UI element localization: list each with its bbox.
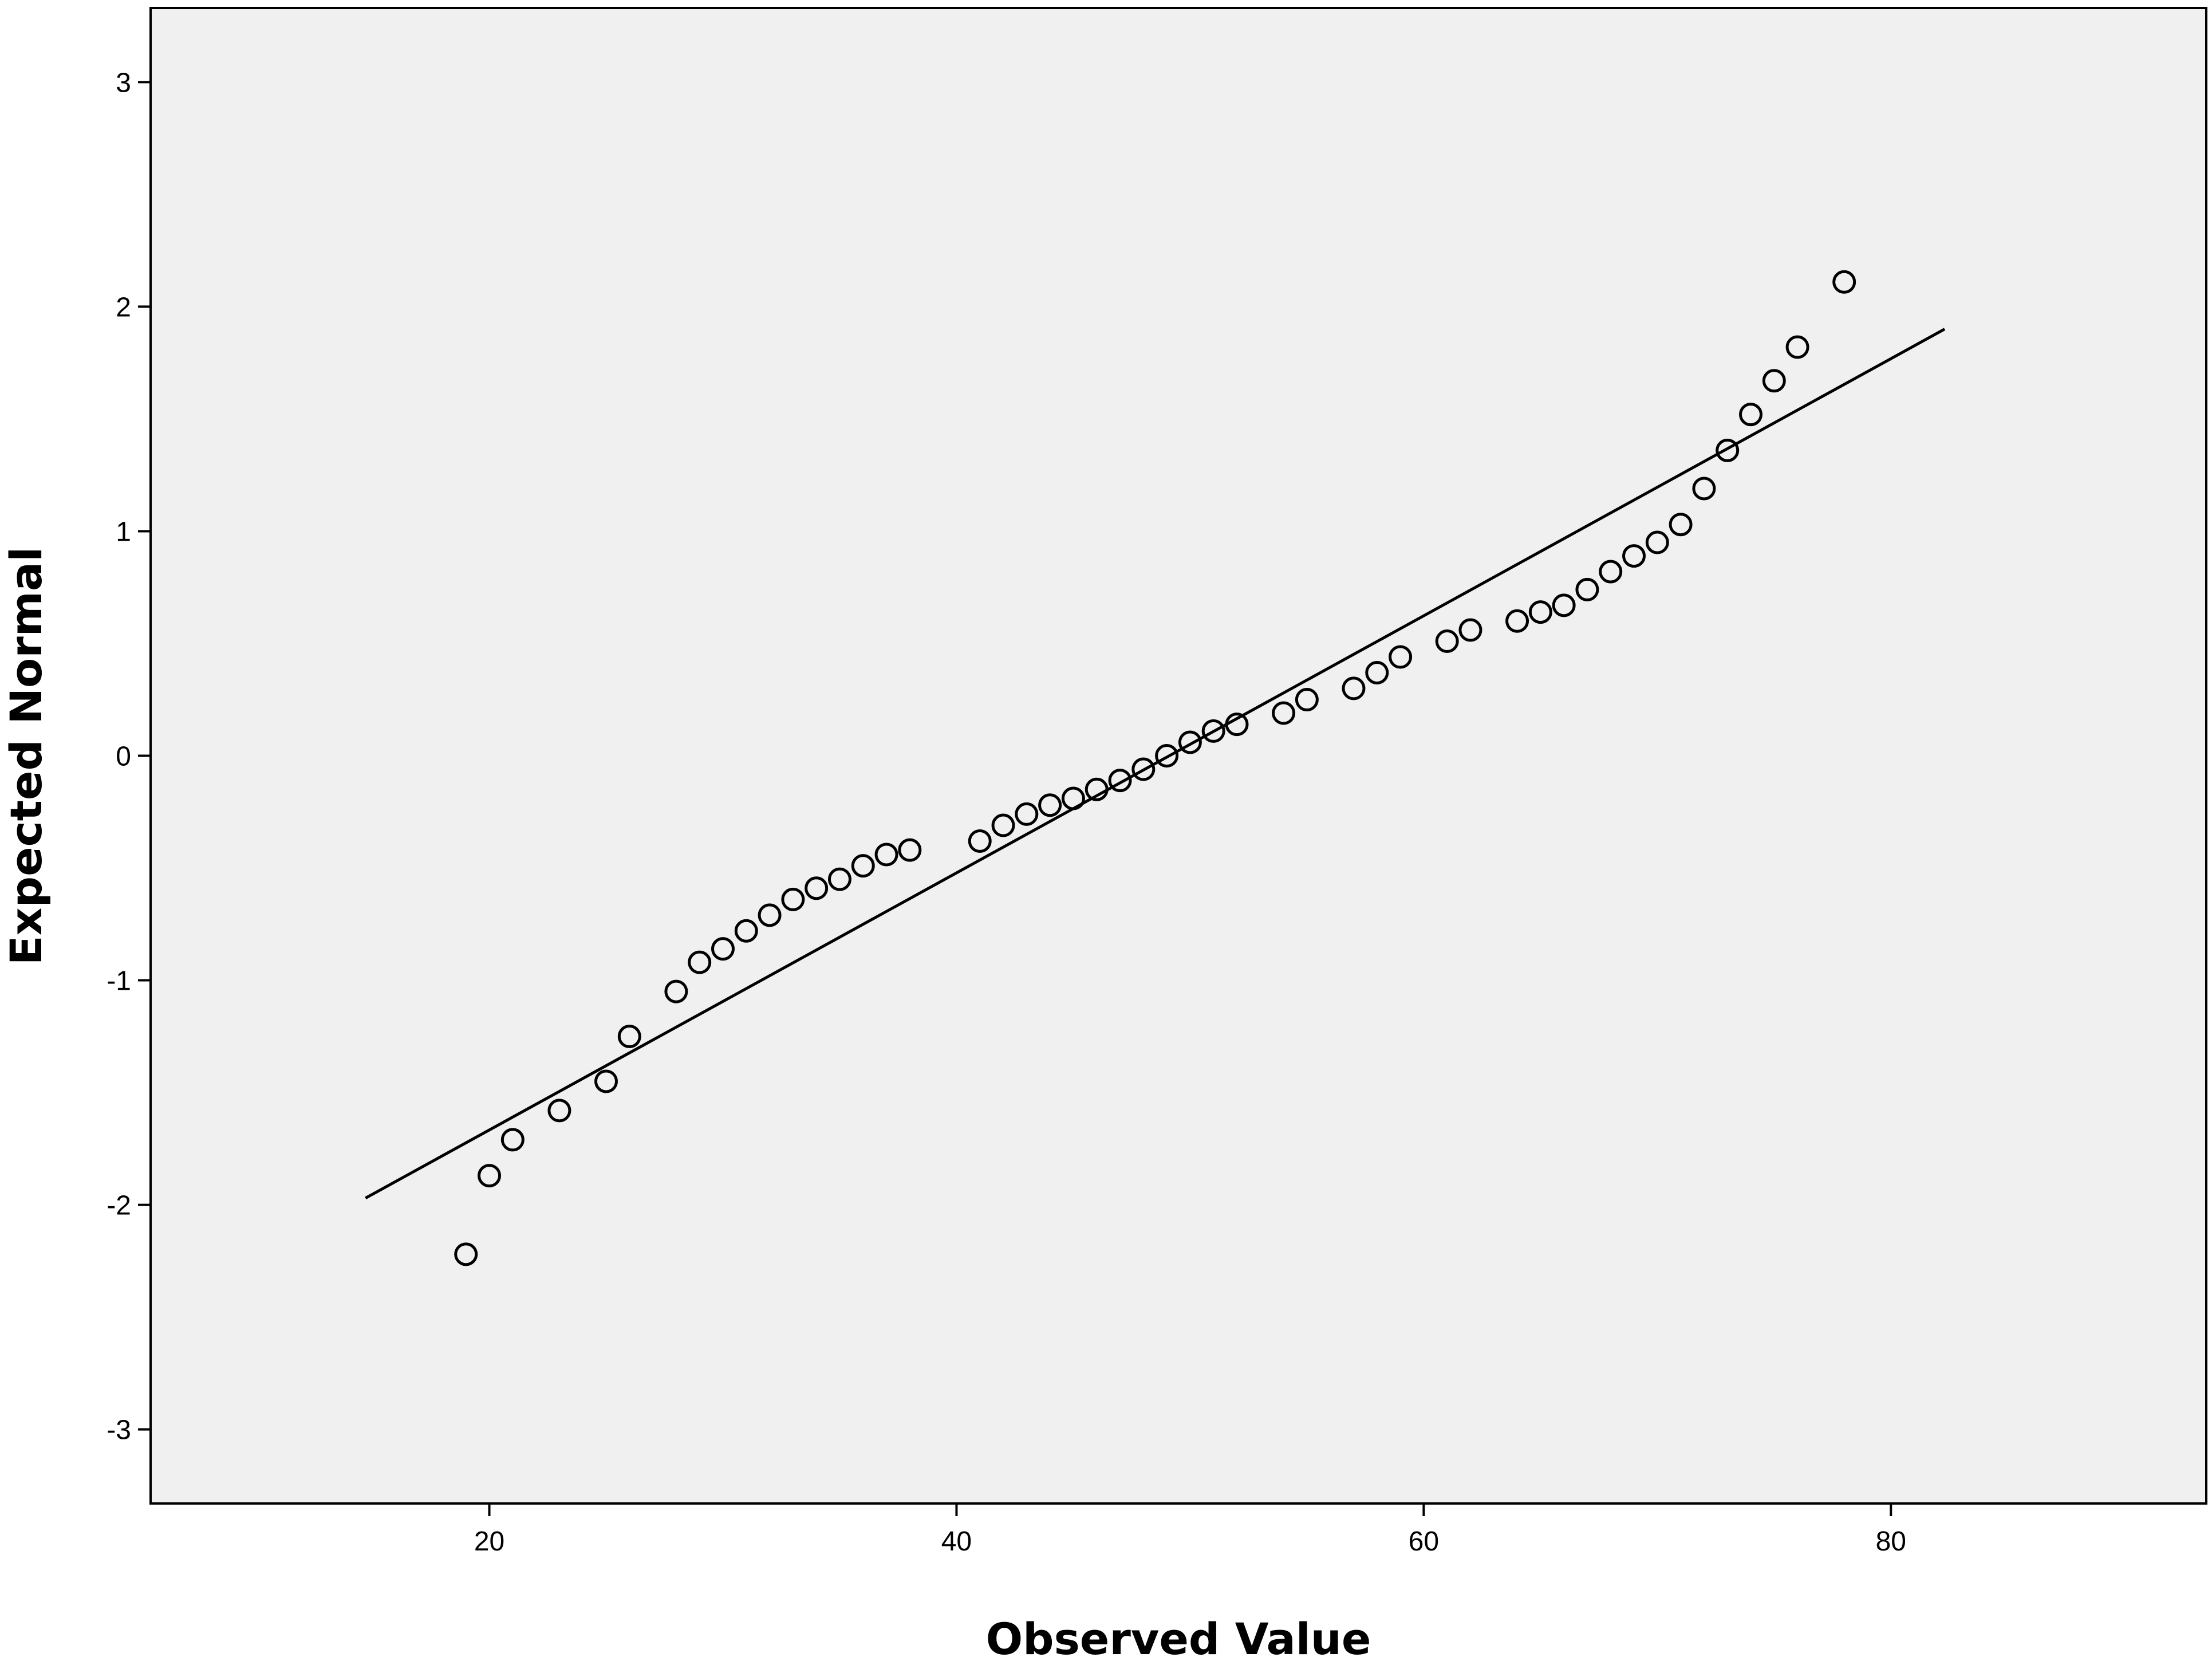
- reference-line: [365, 328, 1946, 1200]
- data-point: [968, 829, 992, 853]
- data-point: [1389, 645, 1413, 669]
- data-point: [874, 843, 898, 867]
- y-axis-title: Expected Normal: [1, 547, 52, 966]
- x-axis-title: Observed Value: [986, 1613, 1371, 1661]
- data-point: [1015, 802, 1039, 826]
- y-tick-label: -2: [107, 1191, 131, 1221]
- data-point: [851, 854, 875, 878]
- data-point: [1085, 777, 1109, 801]
- data-point: [1645, 530, 1669, 554]
- y-tick-label: 3: [116, 68, 131, 98]
- data-point: [688, 950, 712, 974]
- data-point: [1575, 577, 1599, 601]
- data-point: [1155, 744, 1179, 767]
- data-point: [1061, 786, 1085, 810]
- data-point: [454, 1242, 478, 1266]
- x-tick-label: 40: [941, 1526, 972, 1557]
- y-tick-label: 0: [116, 742, 131, 772]
- data-point: [1131, 757, 1156, 781]
- x-axis: 20 40 60 80: [474, 1503, 1906, 1557]
- data-point: [1785, 335, 1809, 359]
- data-point: [1365, 660, 1389, 684]
- data-point: [1342, 676, 1366, 700]
- data-point: [1669, 513, 1693, 537]
- data-point: [1762, 369, 1786, 393]
- data-point: [805, 876, 829, 900]
- data-point: [664, 979, 688, 1003]
- y-tick-label: 1: [116, 517, 131, 547]
- data-point: [991, 813, 1015, 837]
- data-point: [1599, 560, 1623, 584]
- x-tick-label: 20: [474, 1526, 504, 1557]
- data-point: [1178, 730, 1202, 754]
- data-point: [1225, 713, 1249, 737]
- data-point: [1832, 270, 1856, 294]
- data-point: [827, 867, 851, 891]
- data-points: [454, 270, 1856, 1266]
- data-point: [478, 1164, 502, 1188]
- y-axis: 3 2 1 0 -1 -2 -3: [107, 68, 151, 1446]
- data-point: [617, 1025, 641, 1049]
- data-point: [594, 1069, 618, 1093]
- data-point: [1108, 769, 1132, 793]
- data-point: [1272, 701, 1296, 725]
- data-point: [1716, 438, 1740, 462]
- y-tick-label: -1: [107, 966, 131, 997]
- data-point: [711, 937, 735, 961]
- data-point: [1552, 593, 1576, 617]
- data-point: [547, 1099, 571, 1123]
- y-tick-label: 2: [116, 292, 131, 322]
- data-point: [1692, 477, 1716, 501]
- data-point: [1435, 629, 1459, 654]
- data-point: [500, 1128, 525, 1152]
- data-point: [1738, 403, 1762, 427]
- data-point: [1458, 618, 1482, 642]
- data-point: [1528, 600, 1552, 624]
- x-tick-label: 60: [1409, 1526, 1439, 1557]
- data-point: [758, 903, 782, 927]
- data-point: [734, 919, 758, 943]
- data-point: [1201, 719, 1225, 743]
- data-point: [898, 838, 922, 862]
- data-point: [781, 887, 805, 911]
- y-tick-label: -3: [107, 1415, 131, 1446]
- x-tick-label: 80: [1876, 1526, 1906, 1557]
- data-point: [1622, 544, 1646, 568]
- data-point: [1038, 793, 1062, 817]
- data-point: [1295, 687, 1319, 711]
- data-point: [1505, 609, 1529, 633]
